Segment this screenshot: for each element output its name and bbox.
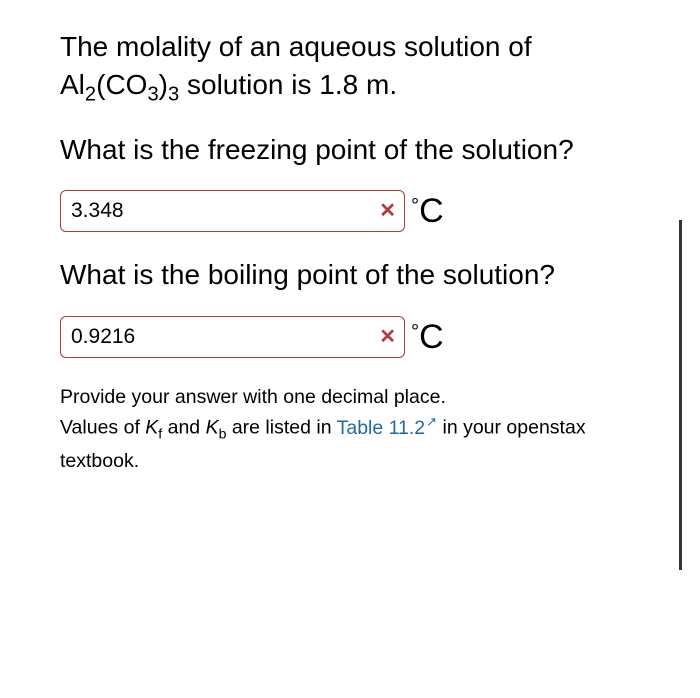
incorrect-icon: ✕ <box>379 327 396 347</box>
formula-sub-2: 3 <box>147 83 158 105</box>
formula-sub-3: 3 <box>168 83 179 105</box>
unit-2: °C <box>411 320 444 354</box>
incorrect-icon: ✕ <box>379 201 396 221</box>
footer-mid: are listed in <box>226 417 336 439</box>
answer-1-value: 3.348 <box>71 199 124 223</box>
answer-2-input[interactable]: 0.9216 ✕ <box>60 316 405 358</box>
kf-k: K <box>145 417 158 439</box>
footer-line-1: Provide your answer with one decimal pla… <box>60 382 648 412</box>
degree-symbol: ° <box>411 195 419 217</box>
scrollbar[interactable] <box>679 220 682 570</box>
question-2-prompt: What is the boiling point of the solutio… <box>60 256 648 294</box>
external-link-icon: ↗ <box>426 412 437 432</box>
degree-symbol: ° <box>411 321 419 343</box>
footer-instructions: Provide your answer with one decimal pla… <box>60 382 648 476</box>
link-text: Table 11.2 <box>337 417 426 439</box>
footer-pre: Values of <box>60 417 145 439</box>
unit-1: °C <box>411 194 444 228</box>
kb-k: K <box>206 417 219 439</box>
unit-c: C <box>419 318 444 356</box>
table-link[interactable]: Table 11.2↗ <box>337 417 437 439</box>
intro-text-post: solution is 1.8 m. <box>179 69 397 100</box>
question-container: The molality of an aqueous solution of A… <box>0 0 700 496</box>
answer-1-input[interactable]: 3.348 ✕ <box>60 190 405 232</box>
problem-statement: The molality of an aqueous solution of A… <box>60 28 648 109</box>
question-1-prompt: What is the freezing point of the soluti… <box>60 131 648 169</box>
answer-2-value: 0.9216 <box>71 325 135 349</box>
unit-c: C <box>419 192 444 230</box>
formula-close: ) <box>159 69 168 100</box>
footer-line-2: Values of Kf and Kb are listed in Table … <box>60 412 648 475</box>
answer-1-row: 3.348 ✕ °C <box>60 190 648 232</box>
formula-mid: (CO <box>96 69 147 100</box>
formula-sub-1: 2 <box>85 83 96 105</box>
footer-and: and <box>162 417 205 439</box>
answer-2-row: 0.9216 ✕ °C <box>60 316 648 358</box>
